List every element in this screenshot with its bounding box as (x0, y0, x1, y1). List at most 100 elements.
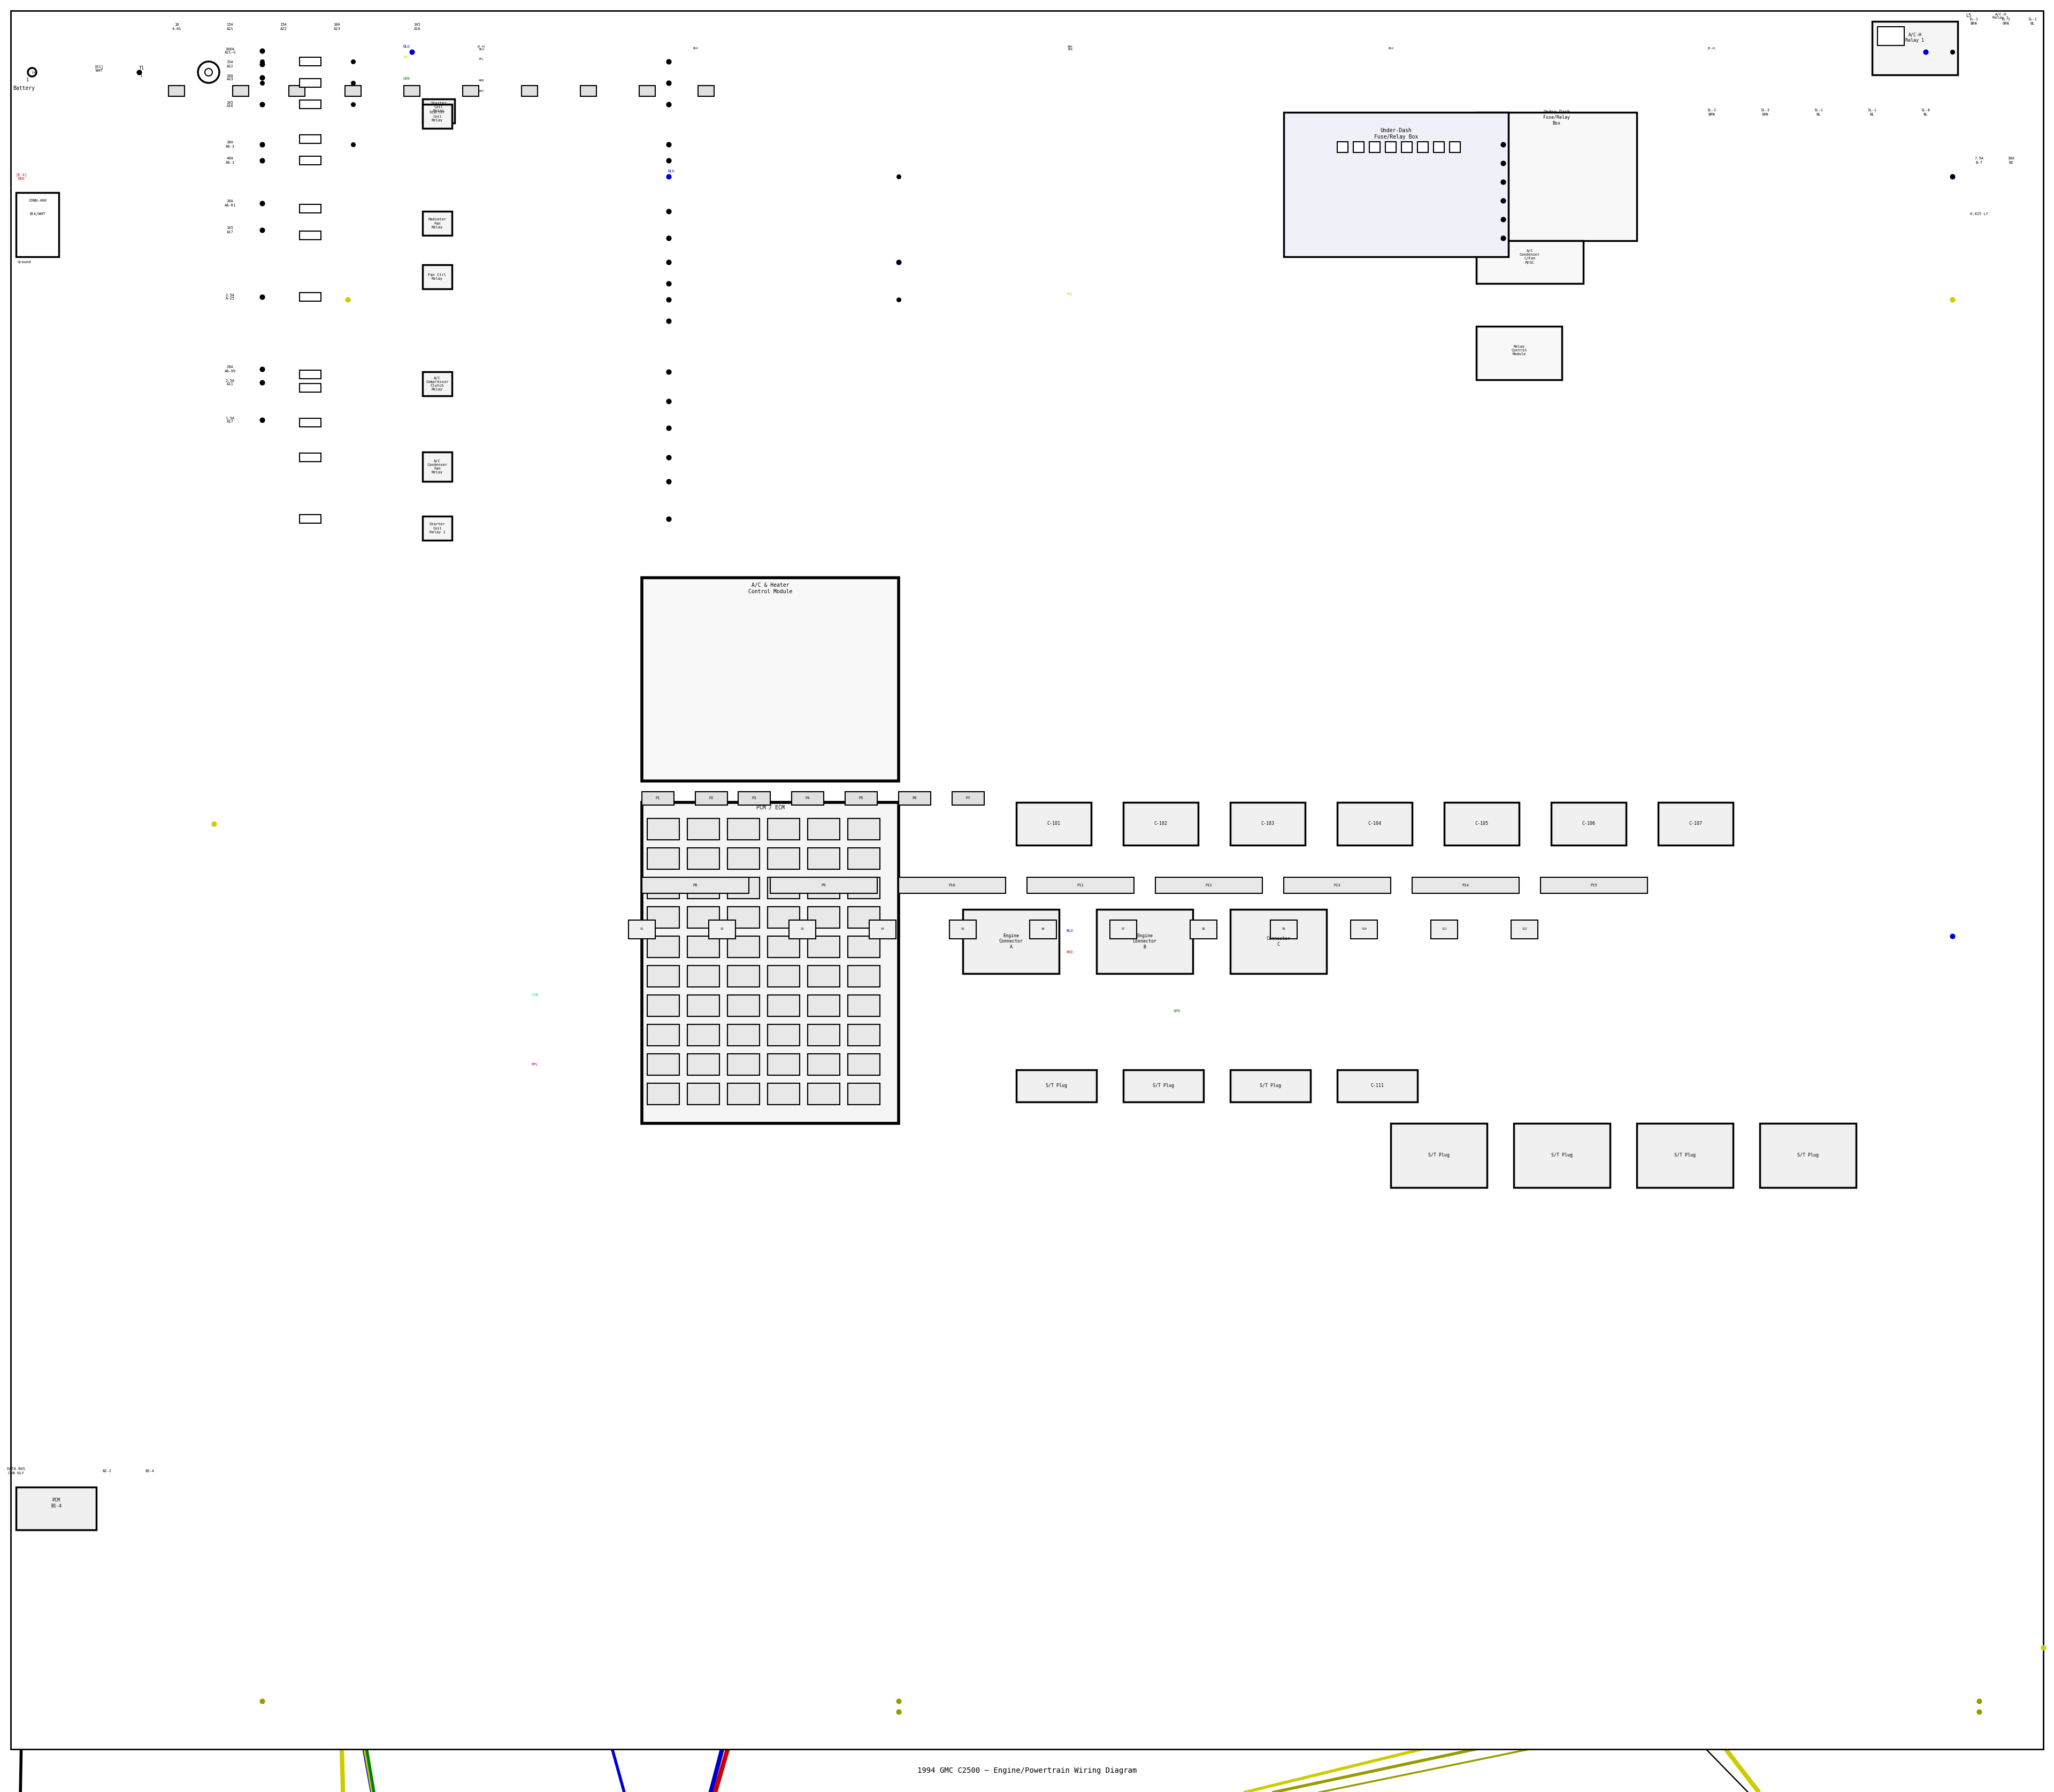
Text: YEL: YEL (1066, 292, 1072, 296)
Bar (789, 919, 815, 939)
Point (246, 50, 279, 79)
Text: A/C-H
Relay 1: A/C-H Relay 1 (1992, 13, 2009, 20)
Text: 1.5A
A17: 1.5A A17 (226, 416, 234, 423)
Bar (807, 1082, 840, 1104)
Point (653, 357, 686, 385)
Point (246, 215, 279, 244)
Text: L5: L5 (1966, 14, 1972, 18)
Bar (848, 1025, 879, 1047)
Text: 10A
A23: 10A A23 (333, 23, 341, 30)
Bar (300, 371, 320, 378)
Point (246, 63, 279, 91)
Bar (345, 86, 362, 97)
Bar (727, 995, 760, 1016)
Bar (1124, 803, 1197, 846)
Bar (629, 919, 655, 939)
Bar (688, 1082, 719, 1104)
Bar (1450, 142, 1460, 152)
Bar (1097, 909, 1193, 973)
Text: 80A
280: 80A 280 (1068, 45, 1072, 50)
Bar (647, 878, 680, 898)
Point (1487, 204, 1520, 233)
Point (337, 90, 370, 118)
Bar (300, 292, 320, 301)
Bar (1877, 27, 1904, 45)
Bar (423, 452, 452, 482)
Bar (1512, 919, 1538, 939)
Bar (900, 878, 1006, 894)
Bar (300, 156, 320, 165)
Bar (1760, 1124, 1857, 1188)
Point (246, 355, 279, 383)
Text: 1A5
A16: 1A5 A16 (413, 23, 421, 30)
Text: C-106: C-106 (1582, 821, 1596, 826)
Text: [E-4]: [E-4] (1707, 47, 1715, 50)
Bar (1337, 803, 1413, 846)
Text: S7: S7 (1121, 928, 1126, 930)
Point (246, 367, 279, 396)
Point (653, 387, 686, 416)
Text: S10: S10 (1362, 928, 1366, 930)
Bar (423, 211, 452, 235)
Text: A/C
Condenser
Fan
Relay: A/C Condenser Fan Relay (427, 459, 448, 473)
Bar (300, 100, 320, 109)
Bar (688, 995, 719, 1016)
Bar (848, 995, 879, 1016)
Bar (848, 848, 879, 869)
Bar (949, 919, 976, 939)
Bar (688, 935, 719, 957)
Bar (1124, 1070, 1204, 1102)
Text: P2: P2 (709, 796, 713, 799)
Bar (16, 1487, 97, 1530)
Bar (727, 848, 760, 869)
Text: P8: P8 (692, 883, 698, 887)
Point (653, 90, 686, 118)
Text: 1: 1 (140, 73, 142, 77)
Bar (1109, 919, 1136, 939)
Bar (1540, 878, 1647, 894)
Bar (768, 819, 799, 840)
Text: PCM / ECM: PCM / ECM (756, 805, 785, 810)
Bar (300, 79, 320, 88)
Text: Engine
Connector
B: Engine Connector B (1132, 934, 1156, 950)
Point (246, 47, 279, 75)
Text: C-102: C-102 (1154, 821, 1167, 826)
Text: P15: P15 (1590, 883, 1598, 887)
Point (337, 47, 370, 75)
Point (653, 68, 686, 97)
Bar (963, 909, 1060, 973)
Text: GRN: GRN (479, 79, 485, 82)
Bar (1434, 142, 1444, 152)
Point (1937, 921, 1970, 950)
Point (1487, 224, 1520, 253)
Text: C-111: C-111 (1370, 1084, 1384, 1088)
Bar (647, 907, 680, 928)
Point (653, 68, 686, 97)
Text: 1A5
A16: 1A5 A16 (226, 100, 234, 108)
Text: 15A
A22: 15A A22 (226, 61, 234, 68)
Text: S3: S3 (801, 928, 803, 930)
Text: CYN: CYN (532, 993, 538, 996)
Bar (848, 966, 879, 987)
Text: Relay
Control
Module: Relay Control Module (1512, 346, 1526, 357)
Point (1964, 1697, 1996, 1726)
Bar (641, 577, 900, 781)
Bar (1189, 919, 1216, 939)
Text: 100A
A21-G: 100A A21-G (224, 47, 236, 54)
Point (883, 1686, 916, 1715)
Bar (423, 99, 454, 124)
Bar (300, 383, 320, 392)
Bar (522, 86, 538, 97)
Point (653, 443, 686, 471)
Text: 0.025 LY: 0.025 LY (1970, 213, 1988, 215)
Point (246, 131, 279, 159)
Bar (1477, 113, 1637, 240)
Bar (300, 204, 320, 213)
Bar (641, 878, 750, 894)
Bar (300, 453, 320, 462)
Text: Starter
Coil
Relay: Starter Coil Relay (429, 111, 446, 122)
Bar (1269, 919, 1298, 939)
Bar (1352, 919, 1378, 939)
Bar (807, 1054, 840, 1075)
Text: Under-Dash
Fuse/Relay
Box: Under-Dash Fuse/Relay Box (1543, 109, 1569, 125)
